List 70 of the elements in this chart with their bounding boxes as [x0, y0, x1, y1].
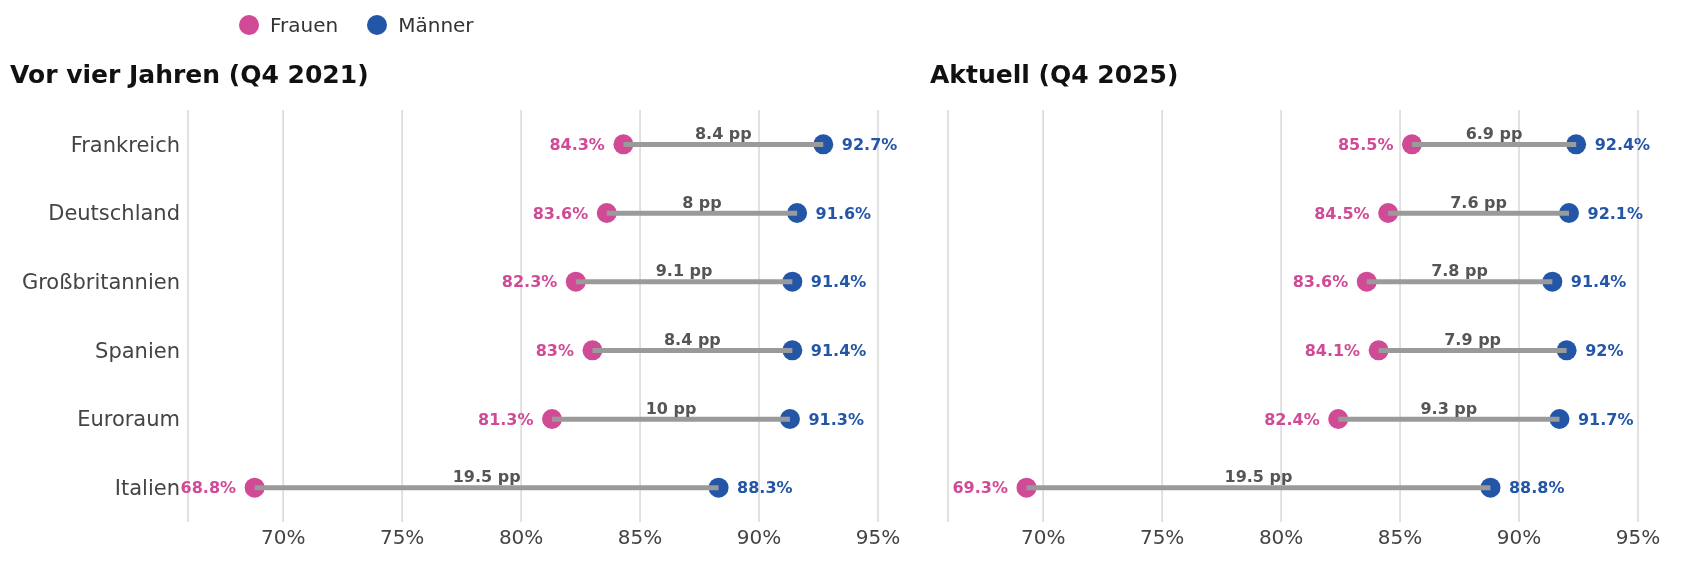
bar — [1338, 416, 1560, 422]
data-label: 91.4% — [810, 272, 867, 292]
y-tick-label: Deutschland — [48, 201, 180, 226]
legend-label: Männer — [398, 13, 474, 37]
data-label: 88.8% — [1509, 478, 1565, 498]
bar — [1388, 210, 1569, 216]
bar — [575, 279, 793, 285]
data-label: 82.3% — [501, 272, 558, 292]
data-label: 92.7% — [841, 135, 898, 155]
bar — [623, 142, 824, 147]
data-label: 8 pp — [682, 192, 722, 212]
data-label: 7.8 pp — [1431, 261, 1488, 281]
data-label: 68.8% — [180, 478, 237, 498]
data-label: 84.3% — [549, 135, 605, 155]
x-tick-label: 75% — [379, 525, 425, 550]
bar — [254, 485, 719, 491]
x-tick-label: 90% — [736, 525, 782, 550]
data-label: 83.6% — [532, 203, 589, 223]
data-label: 84.5% — [1314, 203, 1370, 223]
x-tick-label: 70% — [1020, 525, 1066, 550]
data-label: 19.5 pp — [452, 467, 521, 487]
x-tick-label: 80% — [498, 525, 544, 550]
data-label: 92.4% — [1594, 135, 1651, 155]
data-label: 83% — [535, 341, 574, 361]
data-label: 91.4% — [1570, 272, 1627, 292]
data-label: 91.3% — [808, 409, 864, 429]
data-label: 7.9 pp — [1444, 330, 1502, 349]
data-label: 7.6 pp — [1450, 192, 1507, 212]
data-label: 81.3% — [478, 409, 534, 429]
chart-title: Aktuell (Q4 2025) — [929, 60, 1180, 91]
data-label: 91.6% — [815, 203, 872, 223]
data-label: 92.1% — [1587, 203, 1644, 223]
bar — [1411, 142, 1577, 147]
x-tick-label: 95% — [1615, 525, 1661, 550]
data-label: 85.5% — [1337, 135, 1394, 155]
y-tick-label: Italien — [114, 476, 180, 501]
data-label: 88.3% — [737, 478, 793, 498]
x-tick-label: 75% — [1139, 525, 1185, 550]
bar — [1026, 485, 1491, 491]
bar — [1378, 348, 1567, 353]
x-tick-label: 70% — [260, 525, 306, 550]
x-tick-label: 95% — [855, 525, 901, 550]
data-label: 84.1% — [1304, 341, 1361, 361]
x-tick-label: 90% — [1496, 525, 1542, 550]
legend-label: Frauen — [270, 13, 339, 37]
bar — [592, 348, 793, 353]
data-label: 8.4 pp — [664, 330, 721, 349]
chart-title: Vor vier Jahren (Q4 2021) — [9, 60, 370, 91]
bar — [1366, 279, 1553, 285]
data-label: 92% — [1585, 341, 1624, 361]
y-tick-label: Spanien — [95, 338, 180, 363]
bar — [606, 210, 798, 216]
data-label: 91.4% — [810, 341, 867, 361]
data-label: 19.5 pp — [1224, 467, 1293, 487]
data-label: 69.3% — [952, 478, 1008, 498]
bar — [552, 416, 790, 422]
data-label: 6.9 pp — [1465, 124, 1523, 143]
y-tick-label: Großbritannien — [21, 270, 180, 295]
x-tick-label: 85% — [617, 525, 663, 550]
y-tick-label: Euroraum — [77, 407, 180, 432]
x-tick-label: 80% — [1258, 525, 1304, 550]
data-label: 10 pp — [645, 398, 697, 418]
data-label: 8.4 pp — [694, 124, 752, 143]
data-label: 9.1 pp — [655, 261, 713, 281]
data-label: 9.3 pp — [1420, 398, 1478, 418]
data-label: 91.7% — [1578, 409, 1634, 429]
y-tick-label: Frankreich — [70, 132, 180, 157]
data-label: 82.4% — [1264, 409, 1320, 429]
data-label: 83.6% — [1292, 272, 1349, 292]
x-tick-label: 85% — [1377, 525, 1423, 550]
